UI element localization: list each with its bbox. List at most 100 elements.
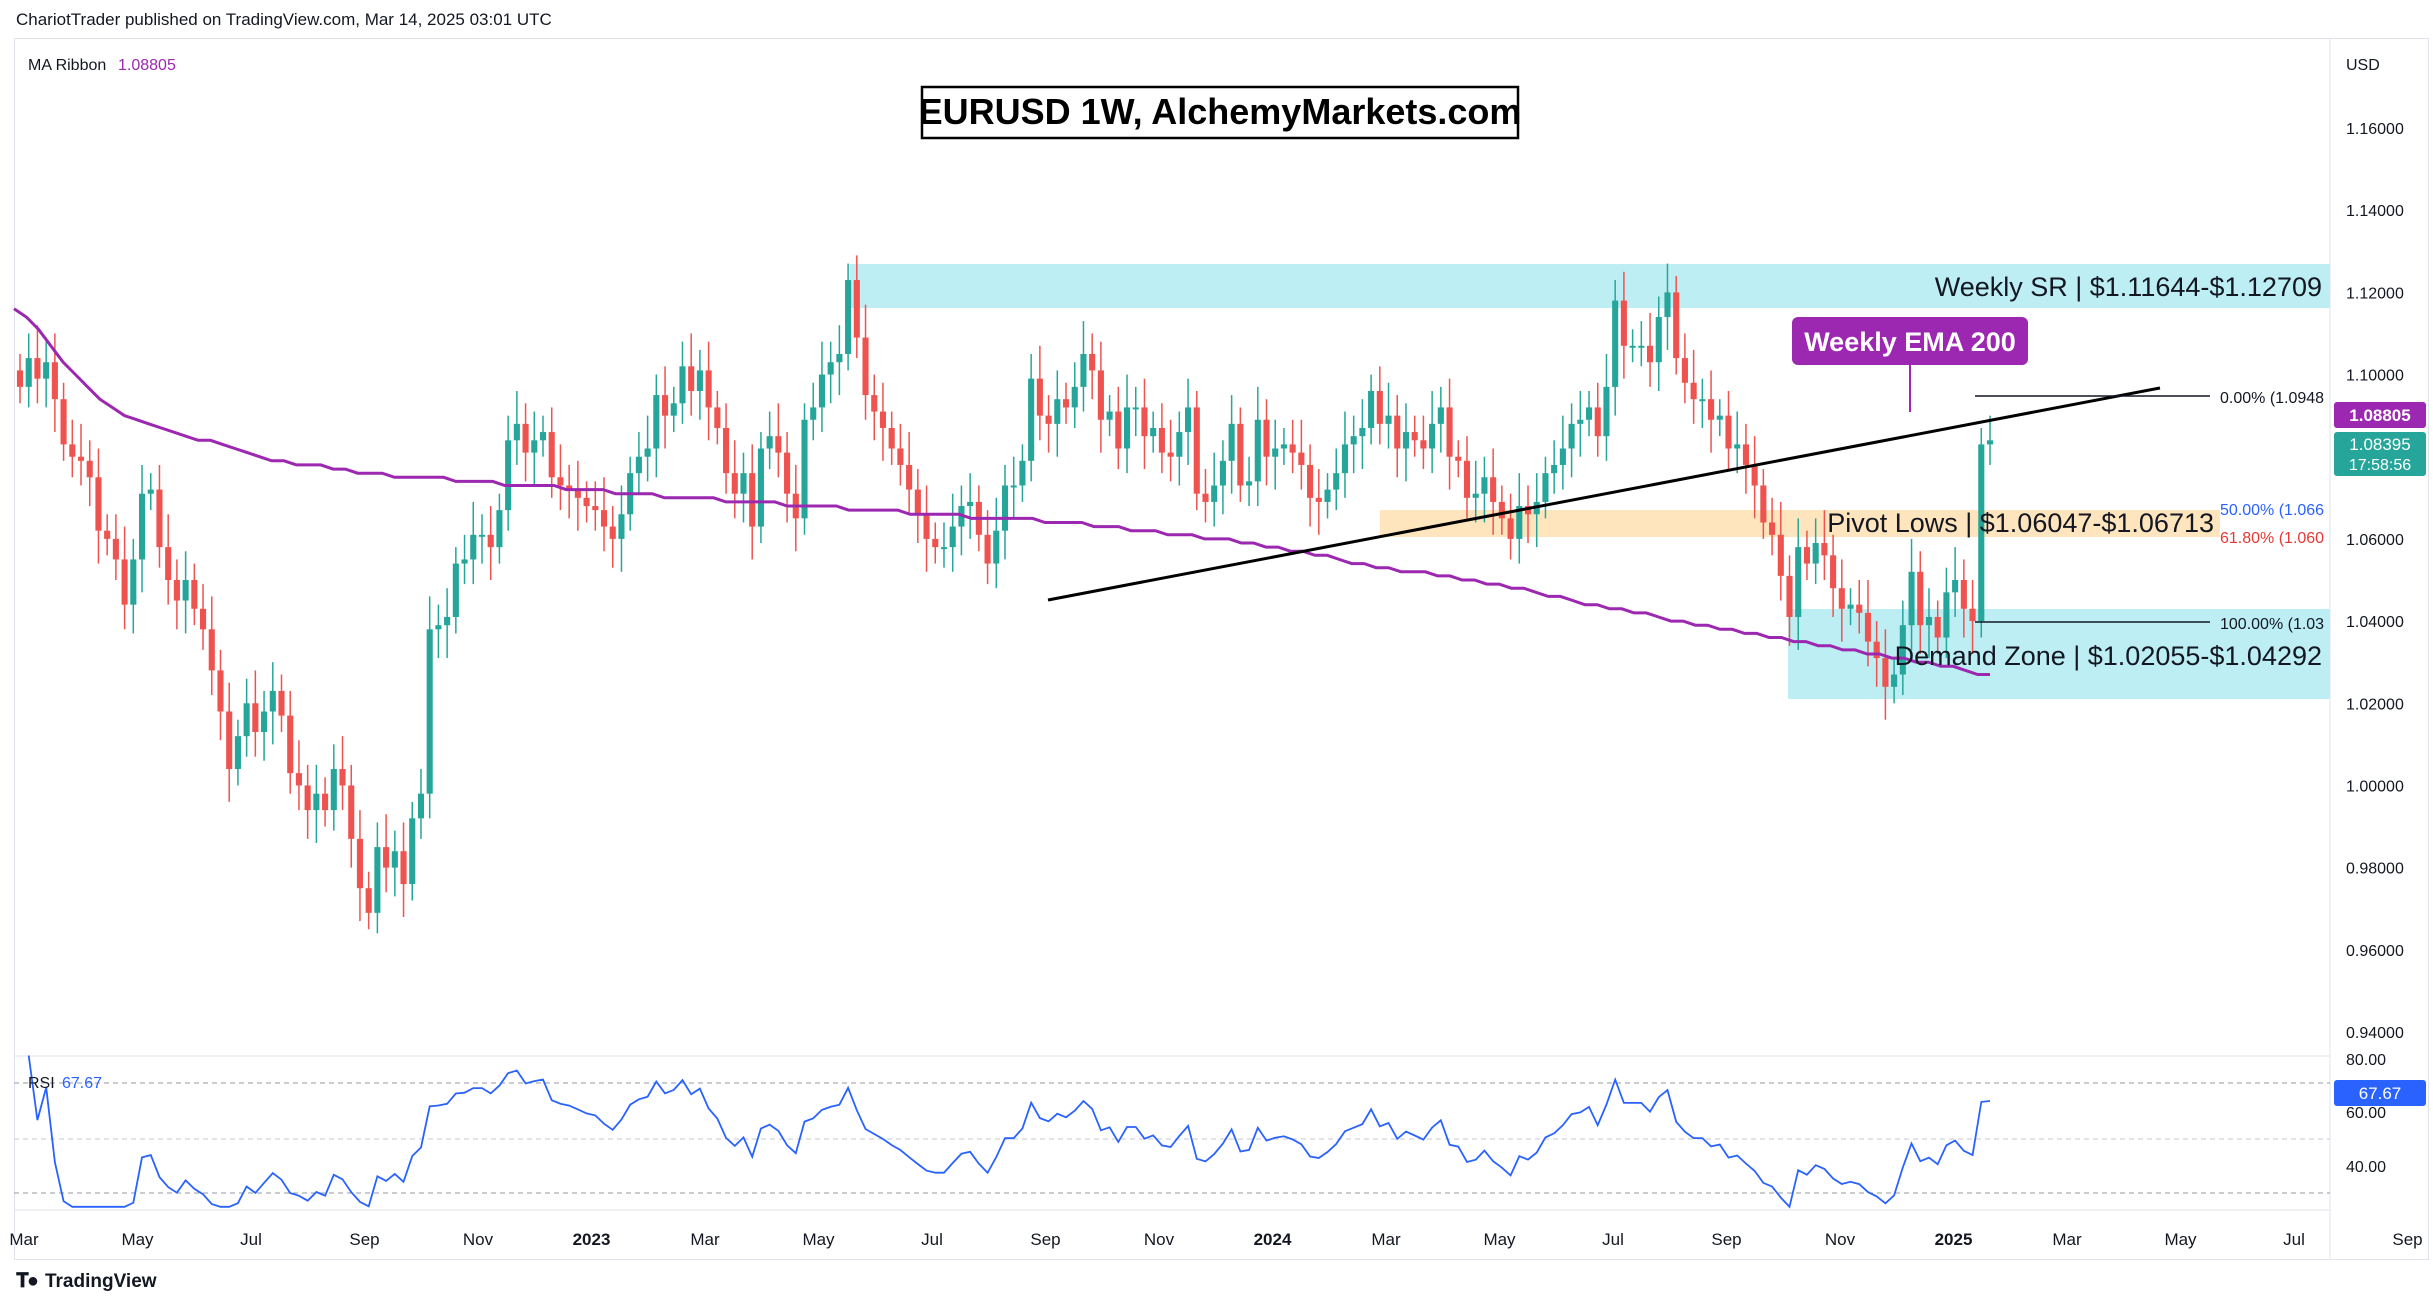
candle-body [566,485,573,490]
ema-price-tag-text: 1.08805 [2349,406,2410,425]
candle-body [818,374,825,408]
candle-body [1359,427,1366,437]
candle-body [487,534,494,548]
candle-body [505,440,512,511]
ema200-line [13,307,1990,676]
candle-body [1472,493,1479,498]
time-tick-label: 2023 [573,1230,611,1249]
candle-body [1708,399,1715,420]
candle-body [444,616,451,626]
footer-brand[interactable]: 𝐓● TradingView [16,1270,157,1293]
candle-body [217,670,224,712]
chart-frame [14,38,2429,1260]
candle-body [1568,423,1575,449]
rsi-value-tag [2334,1080,2426,1106]
candle-body [1185,407,1192,433]
candle-body [871,395,878,412]
candle-body [1376,390,1383,424]
candle-body [1864,612,1872,642]
candle-body [661,395,669,416]
candle-body [95,477,102,531]
candle-body [923,514,930,539]
title-box [920,85,1520,140]
candle-body [853,280,860,338]
candle-body [1324,489,1331,502]
candle-body [278,690,285,716]
candle-body [156,489,163,548]
time-axis: Mar May Jul Sep Nov 2023 Mar May Jul Sep Nov 2024 Ma… [9,1230,2422,1249]
rsi-tick-40: 40.00 [2346,1159,2386,1176]
candle-body [1298,452,1305,465]
candle-body [1856,604,1863,613]
time-tick-label: Nov [463,1230,494,1249]
candle-body [1219,460,1226,486]
candle-body [1228,423,1235,461]
candle-body [1742,444,1749,465]
candle-body [313,793,320,811]
candle-body [993,530,1000,564]
candle-body [121,559,128,605]
candle-body [522,423,529,453]
demand-zone-label: Demand Zone | $1.02055-$1.04292 [1895,641,2322,671]
candle-body [1280,444,1287,449]
candle-body [435,625,442,630]
last-price-tag [2334,432,2426,476]
candle-body [557,477,564,486]
candle-body [1289,444,1296,453]
candle-body [1594,407,1601,437]
candle-body [287,715,294,774]
price-tick-label: 1.06000 [2346,532,2404,549]
candle-body [1952,580,1959,593]
candle-body [1193,407,1200,494]
candle-body [51,362,58,400]
candle-body [365,888,372,913]
rsi-label: RSI [28,1075,55,1092]
fib-618-label: 61.80% (1.060 [2220,530,2324,547]
candle-body [1760,485,1767,523]
candle-body [679,366,686,404]
candle-body [1559,448,1566,465]
time-tick-label: 2024 [1254,1230,1292,1249]
candle-body [1699,399,1706,402]
candle-body [731,473,738,494]
candle-body [1847,604,1854,609]
candle-body [1838,588,1845,609]
candle-body [339,769,346,786]
candle-body [1507,518,1514,539]
price-tick-label: 1.02000 [2346,696,2404,713]
candle-body [1899,625,1906,675]
candle-body [1150,427,1157,437]
candle-body [1054,399,1061,424]
candle-body [810,407,817,420]
rsi-tick-60: 60.00 [2346,1105,2386,1122]
candle-body [1010,485,1017,488]
candle-body [1612,300,1619,387]
candle-body [653,395,660,449]
fib-100-label: 100.00% (1.03 [2220,616,2324,633]
candle-body [417,793,425,819]
candle-body [949,526,956,548]
time-tick-label: Sep [349,1230,379,1249]
candle-body [583,497,590,507]
footer-brand-text: TradingView [44,1270,157,1292]
candle-body [1385,415,1392,424]
time-tick-label: Mar [9,1230,39,1249]
candle-body [226,711,233,770]
candle-body [1786,575,1793,617]
weekly-sr-zone [850,264,2330,308]
candle-body [496,510,503,548]
candle-body [1769,522,1776,535]
candle-body [757,448,764,527]
candle-body [1908,571,1915,626]
candle-body [208,629,215,671]
candle-body [1734,444,1741,449]
candle-body [618,514,625,539]
candle-body [906,464,913,490]
candle-body [1001,485,1009,531]
candle-body [1620,300,1627,346]
candle-body [130,559,137,605]
candle-body [330,769,337,811]
candle-body [1978,444,1985,622]
candle-body [1681,358,1688,383]
